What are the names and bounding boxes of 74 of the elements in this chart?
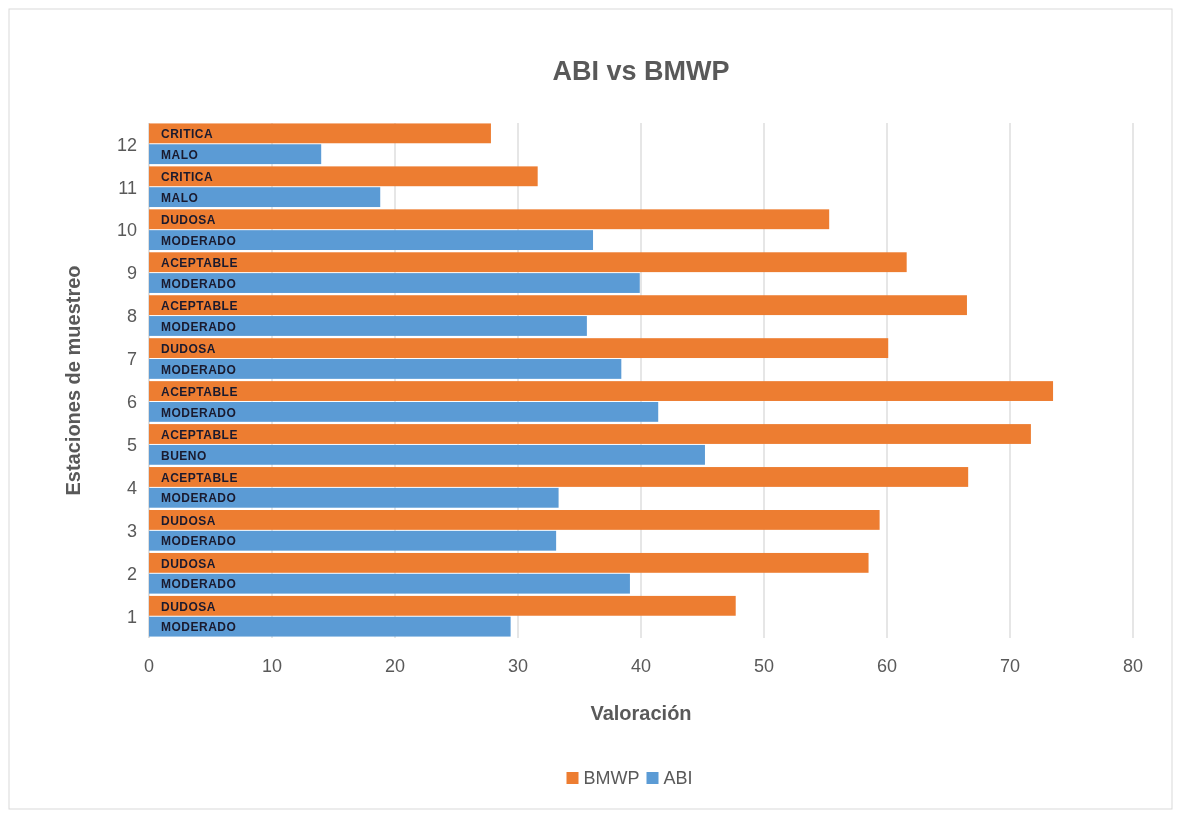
- bar: [149, 209, 830, 230]
- data-label: DUDOSA: [161, 513, 217, 528]
- data-label: MODERADO: [161, 577, 237, 592]
- y-tick-label: 11: [118, 177, 137, 198]
- data-label: BUENO: [161, 448, 207, 463]
- data-label: MALO: [161, 190, 199, 205]
- bar: [149, 316, 587, 336]
- y-tick-label: 7: [126, 349, 137, 370]
- data-label: DUDOSA: [161, 212, 217, 227]
- bar: [149, 444, 705, 465]
- y-tick-label: 6: [126, 392, 137, 413]
- bar: [149, 573, 630, 594]
- x-tick-label: 60: [876, 656, 898, 676]
- x-axis-title: Valoración: [590, 702, 692, 724]
- y-tick-label: 8: [126, 306, 137, 327]
- bar: [149, 123, 491, 144]
- data-label: MODERADO: [161, 620, 237, 635]
- bar: [149, 510, 880, 530]
- data-label: MODERADO: [161, 362, 237, 377]
- data-label: MODERADO: [161, 319, 237, 334]
- bar: [149, 424, 1031, 444]
- data-label: ACEPTABLE: [161, 255, 238, 270]
- y-tick-label: 4: [126, 478, 137, 499]
- data-label: CRITICA: [161, 127, 214, 142]
- y-axis-title: Estaciones de muestreo: [62, 265, 84, 496]
- y-tick-label: 12: [116, 134, 137, 155]
- y-tick-label: 5: [126, 435, 137, 456]
- data-label: ACEPTABLE: [161, 384, 238, 399]
- bar: [149, 595, 736, 616]
- y-tick-label: 9: [126, 263, 137, 284]
- x-tick-label: 40: [630, 656, 652, 676]
- data-label: MODERADO: [161, 276, 237, 291]
- data-label: MALO: [161, 147, 199, 162]
- bar: [149, 487, 559, 508]
- data-label: ACEPTABLE: [161, 470, 238, 485]
- data-label: CRITICA: [161, 170, 214, 184]
- x-tick-label: 0: [143, 656, 155, 676]
- data-label: MODERADO: [161, 233, 237, 248]
- bar: [149, 230, 594, 250]
- y-tick-label: 3: [126, 521, 137, 542]
- bar: [149, 252, 907, 273]
- data-label: DUDOSA: [161, 556, 217, 571]
- x-tick-label: 30: [507, 656, 529, 676]
- y-tick-label: 1: [126, 607, 137, 628]
- data-label: MODERADO: [161, 534, 237, 549]
- legend-label: ABI: [663, 768, 693, 789]
- bar: [149, 552, 869, 573]
- chart-title: ABI vs BMWP: [552, 56, 730, 86]
- bar: [149, 144, 322, 165]
- data-label: ACEPTABLE: [161, 298, 238, 313]
- y-tick-label: 10: [116, 220, 137, 241]
- data-label: DUDOSA: [161, 341, 217, 356]
- bar: [149, 359, 622, 379]
- x-tick-label: 50: [753, 656, 775, 676]
- bar: [149, 616, 511, 637]
- bar: [149, 273, 640, 293]
- data-label: DUDOSA: [161, 599, 217, 614]
- x-tick-label: 10: [261, 656, 283, 676]
- bar: [149, 187, 381, 208]
- bar: [149, 338, 889, 359]
- data-label: ACEPTABLE: [161, 427, 238, 442]
- bar: [149, 381, 1054, 401]
- bar: [149, 401, 659, 422]
- bar: [149, 467, 969, 487]
- data-label: MODERADO: [161, 405, 237, 420]
- bar: [149, 530, 557, 551]
- x-tick-label: 20: [384, 656, 406, 676]
- x-tick-label: 70: [999, 656, 1021, 676]
- y-tick-label: 2: [126, 564, 137, 585]
- bar: [149, 295, 967, 316]
- legend-label: BMWP: [583, 768, 640, 789]
- bar: [149, 166, 538, 187]
- data-label: MODERADO: [161, 491, 237, 506]
- x-tick-label: 80: [1122, 656, 1144, 676]
